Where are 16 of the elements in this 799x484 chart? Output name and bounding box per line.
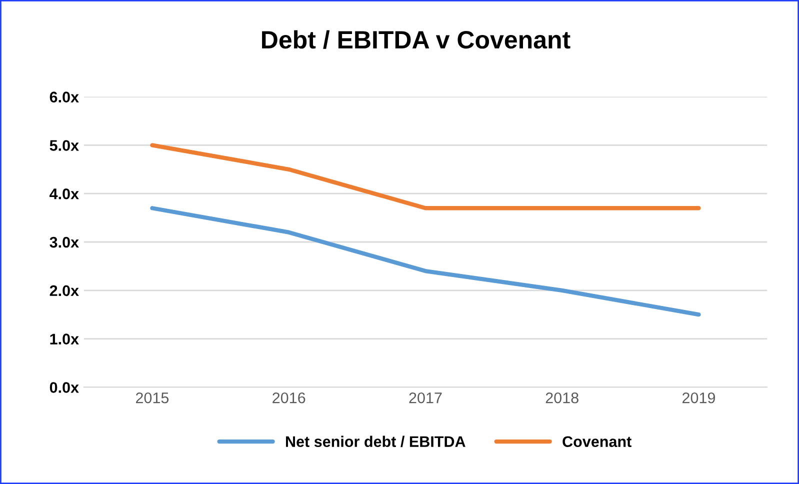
- line-series: [150, 206, 701, 317]
- x-tick-label: 2015: [136, 392, 169, 404]
- y-tick-label: 0.0x: [50, 382, 79, 393]
- x-tick-label: 2018: [546, 392, 578, 404]
- chart-title: Debt / EBITDA v Covenant: [262, 30, 570, 49]
- x-tick-label: 2019: [682, 392, 715, 404]
- y-tick-label: 6.0x: [50, 92, 79, 102]
- legend-label: Covenant: [562, 436, 632, 448]
- y-tick-label: 5.0x: [50, 140, 79, 151]
- y-tick-label: 4.0x: [50, 188, 79, 200]
- legend-label: Net senior debt / EBITDA: [286, 436, 466, 448]
- y-tick-label: 2.0x: [50, 285, 79, 296]
- y-tick-label: 1.0x: [50, 334, 79, 344]
- y-tick-label: 3.0x: [50, 236, 79, 248]
- x-tick-label: 2016: [272, 392, 306, 404]
- x-tick-label: 2017: [409, 392, 442, 404]
